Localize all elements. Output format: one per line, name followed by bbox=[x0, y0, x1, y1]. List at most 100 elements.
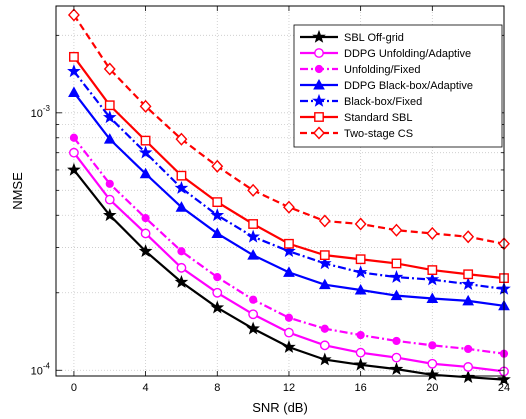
data-point bbox=[318, 214, 331, 228]
x-axis-title: SNR (dB) bbox=[252, 400, 308, 415]
series-1 bbox=[69, 147, 509, 377]
data-point bbox=[354, 283, 367, 295]
data-point bbox=[282, 339, 296, 353]
data-point bbox=[248, 219, 259, 229]
legend: SBL Off-grid DDPG Unfolding/Adaptive Unfol… bbox=[293, 24, 503, 148]
data-point bbox=[464, 344, 473, 354]
data-point bbox=[353, 265, 368, 279]
data-point bbox=[463, 269, 474, 280]
data-point bbox=[462, 294, 475, 306]
data-point bbox=[319, 340, 330, 351]
data-point bbox=[176, 170, 187, 181]
data-point bbox=[317, 256, 332, 270]
data-point bbox=[105, 179, 114, 188]
legend-entry: DDPG Unfolding/Adaptive bbox=[300, 48, 471, 60]
data-point bbox=[248, 309, 259, 320]
data-point bbox=[284, 313, 294, 322]
data-point bbox=[212, 287, 223, 298]
x-tick-label: 4 bbox=[143, 382, 149, 394]
data-point bbox=[461, 370, 475, 383]
data-point bbox=[176, 262, 187, 273]
data-point bbox=[356, 330, 365, 340]
data-point bbox=[69, 133, 79, 142]
data-point bbox=[175, 132, 188, 146]
data-point bbox=[427, 265, 438, 275]
data-point bbox=[141, 214, 150, 223]
data-point bbox=[211, 159, 224, 173]
x-tick-label: 24 bbox=[498, 382, 510, 394]
data-point bbox=[140, 135, 151, 146]
data-point bbox=[103, 133, 116, 144]
data-point bbox=[391, 352, 402, 363]
x-tick-label: 0 bbox=[71, 382, 77, 394]
x-tick-label: 12 bbox=[283, 382, 295, 394]
data-point bbox=[317, 352, 332, 366]
data-point bbox=[389, 361, 404, 375]
legend-entry: Two-stage CS bbox=[300, 126, 413, 140]
data-point bbox=[212, 197, 223, 208]
data-point bbox=[104, 100, 115, 111]
data-point bbox=[390, 289, 403, 301]
data-point bbox=[463, 362, 474, 372]
data-point bbox=[497, 372, 511, 386]
data-point bbox=[392, 336, 401, 346]
data-point bbox=[174, 180, 189, 194]
series-line bbox=[73, 152, 505, 373]
x-tick-label: 20 bbox=[426, 382, 438, 394]
legend-marker bbox=[312, 29, 326, 43]
legend-entry: Standard SBL bbox=[300, 112, 413, 124]
legend-marker bbox=[313, 78, 325, 90]
legend-entry: SBL Off-grid bbox=[300, 29, 404, 44]
legend-marker bbox=[314, 112, 324, 122]
legend-marker bbox=[314, 64, 324, 74]
x-tick-label: 8 bbox=[214, 382, 220, 394]
plot-area-border bbox=[55, 5, 505, 377]
data-point bbox=[461, 277, 475, 290]
legend-label: DDPG Unfolding/Adaptive bbox=[344, 48, 471, 60]
data-point bbox=[246, 229, 260, 243]
data-point bbox=[177, 247, 186, 256]
series-6 bbox=[67, 8, 510, 251]
y-axis-title: NMSE bbox=[10, 172, 25, 210]
x-tick-label: 16 bbox=[355, 382, 367, 394]
data-point bbox=[104, 194, 115, 205]
data-point bbox=[283, 266, 295, 277]
legend-label: Two-stage CS bbox=[344, 128, 413, 140]
data-point bbox=[428, 341, 437, 350]
data-point bbox=[247, 249, 259, 260]
data-point bbox=[320, 324, 329, 333]
legend-label: SBL Off-grid bbox=[344, 32, 404, 44]
data-point bbox=[426, 226, 439, 240]
data-point bbox=[174, 274, 189, 288]
legend-entry: Black-box/Fixed bbox=[300, 93, 422, 108]
data-point bbox=[319, 250, 330, 261]
data-point bbox=[67, 64, 81, 78]
data-point bbox=[427, 358, 438, 369]
data-point bbox=[103, 62, 116, 76]
data-point bbox=[138, 244, 153, 258]
data-point bbox=[247, 183, 260, 197]
data-point bbox=[213, 273, 222, 282]
legend-label: Unfolding/Fixed bbox=[344, 64, 420, 76]
data-point bbox=[68, 86, 80, 97]
legend-label: Black-box/Fixed bbox=[344, 96, 422, 108]
series-5 bbox=[69, 51, 509, 284]
data-point bbox=[69, 147, 79, 158]
data-point bbox=[354, 217, 367, 231]
legend-marker bbox=[312, 93, 326, 107]
data-point bbox=[102, 208, 117, 222]
data-point bbox=[284, 238, 294, 249]
data-point bbox=[210, 208, 225, 222]
data-point bbox=[210, 300, 225, 314]
data-point bbox=[355, 254, 366, 265]
data-point bbox=[246, 321, 260, 335]
data-point bbox=[284, 327, 294, 338]
data-point bbox=[389, 269, 404, 283]
data-point bbox=[318, 278, 331, 290]
data-point bbox=[138, 145, 153, 159]
data-point bbox=[139, 167, 152, 179]
data-point bbox=[249, 295, 258, 304]
data-point bbox=[391, 258, 402, 269]
